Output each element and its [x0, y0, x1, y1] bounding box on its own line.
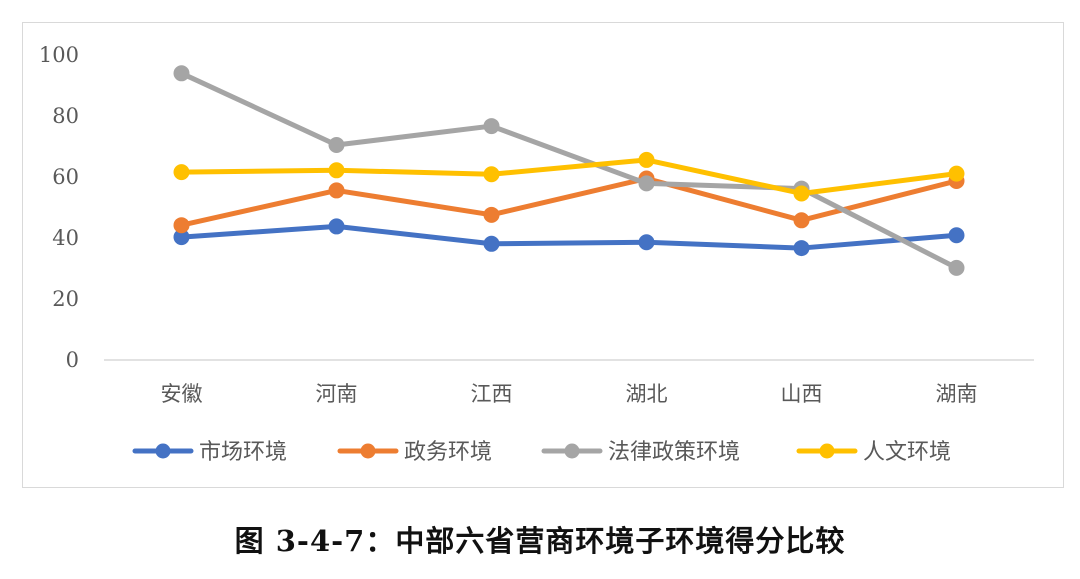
legend-label: 人文环境 — [863, 440, 951, 465]
x-tick-label: 山西 — [781, 382, 823, 406]
data-point-series-1 — [483, 235, 500, 252]
data-point-series-1 — [948, 227, 965, 244]
series-line-3 — [179, 70, 959, 271]
data-point-series-2 — [483, 206, 500, 223]
y-tick-label: 100 — [39, 43, 79, 67]
data-point-series-4 — [328, 162, 345, 179]
data-point-series-1 — [638, 234, 655, 251]
data-point-series-3 — [638, 175, 655, 192]
data-point-series-2 — [173, 217, 190, 234]
data-point-series-4 — [948, 165, 965, 182]
x-tick-label: 湖北 — [626, 382, 668, 406]
y-tick-label: 40 — [52, 226, 79, 250]
x-tick-label: 江西 — [471, 382, 513, 406]
y-tick-label: 0 — [66, 348, 79, 372]
data-point-series-4 — [483, 166, 500, 183]
data-point-series-3 — [328, 136, 345, 153]
data-point-series-4 — [173, 164, 190, 181]
data-point-series-3 — [173, 65, 190, 82]
data-point-series-1 — [328, 218, 345, 235]
legend-swatch-marker — [819, 443, 835, 459]
x-tick-label: 湖南 — [936, 382, 978, 406]
chart-area: 0 20 40 60 80 100 安徽 河南 江西 湖北 山西 湖南市场环境 政务环境 法律政策环境 人文… — [22, 22, 1064, 488]
legend-label: 市场环境 — [199, 440, 287, 465]
series-line-2 — [179, 176, 959, 228]
legend-swatch-marker — [564, 443, 580, 459]
x-tick-label: 河南 — [316, 382, 358, 406]
y-tick-label: 20 — [52, 287, 79, 311]
data-point-series-2 — [793, 212, 810, 229]
x-tick-label: 安徽 — [161, 382, 203, 406]
data-point-series-4 — [638, 151, 655, 168]
series-line-4 — [179, 157, 959, 196]
series-line-1 — [179, 223, 959, 251]
y-tick-label: 60 — [52, 165, 79, 189]
legend-swatch-marker — [360, 443, 376, 459]
legend-label: 法律政策环境 — [608, 440, 740, 465]
data-point-series-2 — [328, 182, 345, 199]
data-point-series-3 — [948, 259, 965, 276]
legend-label: 政务环境 — [404, 440, 492, 465]
y-tick-label: 80 — [52, 104, 79, 128]
data-point-series-3 — [483, 118, 500, 135]
legend-swatch-marker — [155, 443, 171, 459]
data-point-series-4 — [793, 185, 810, 202]
data-point-series-1 — [793, 240, 810, 257]
figure-caption: 图 3-4-7：中部六省营商环境子环境得分比较 — [234, 524, 846, 558]
